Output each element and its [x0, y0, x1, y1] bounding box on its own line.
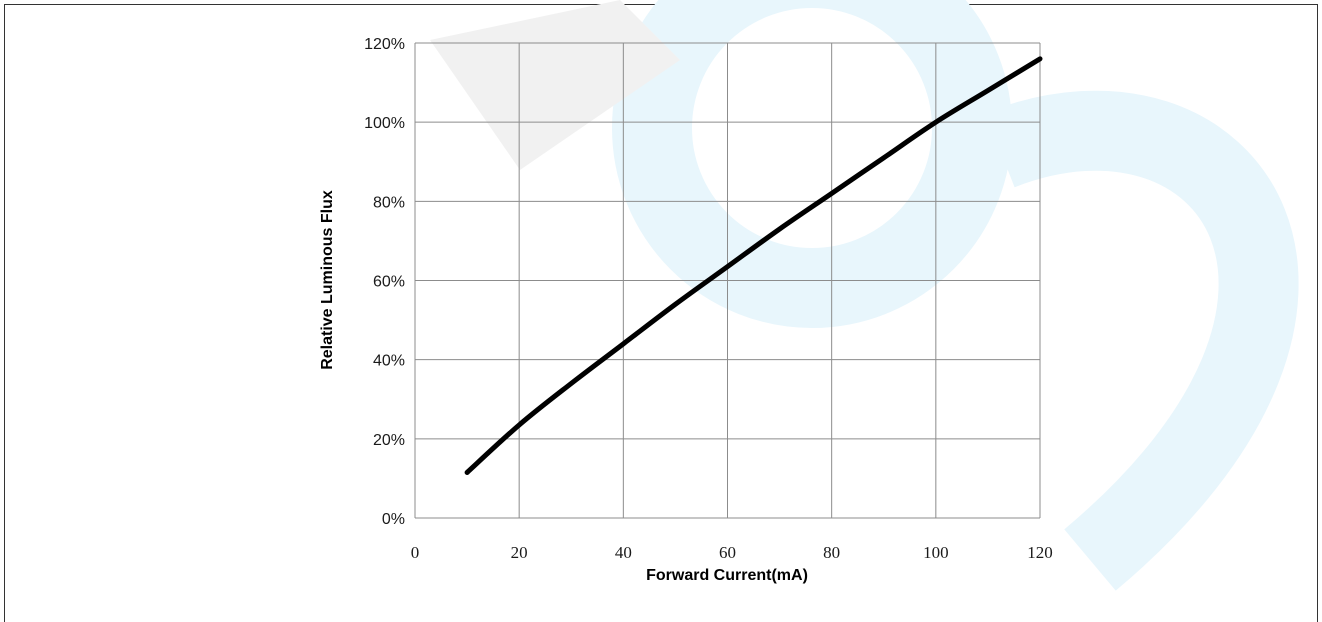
y-tick-label: 20%: [373, 432, 405, 449]
y-tick-labels: 0% 20% 40% 60% 80% 100% 120%: [364, 36, 405, 528]
y-tick-label: 60%: [373, 274, 405, 291]
x-axis-title: Forward Current(mA): [646, 567, 808, 584]
y-tick-label: 100%: [364, 115, 405, 132]
x-tick-label: 60: [719, 543, 736, 562]
watermark-ring: [612, 0, 1012, 328]
y-tick-label: 40%: [373, 353, 405, 370]
y-tick-label: 80%: [373, 194, 405, 211]
x-tick-label: 100: [923, 543, 949, 562]
x-tick-label: 20: [511, 543, 528, 562]
series-line-0: [464, 56, 1043, 475]
x-tick-label: 40: [615, 543, 632, 562]
grid-lines: [414, 42, 1041, 519]
x-tick-label: 120: [1027, 543, 1053, 562]
series-lines: [464, 56, 1043, 475]
y-axis-title: Relative Luminous Flux: [319, 190, 336, 370]
watermark-arc: [985, 90, 1299, 591]
y-tick-label: 0%: [382, 511, 405, 528]
x-tick-labels: 0 20 40 60 80 100 120: [411, 543, 1053, 562]
x-tick-label: 80: [823, 543, 840, 562]
x-tick-label: 0: [411, 543, 420, 562]
y-tick-label: 120%: [364, 36, 405, 53]
